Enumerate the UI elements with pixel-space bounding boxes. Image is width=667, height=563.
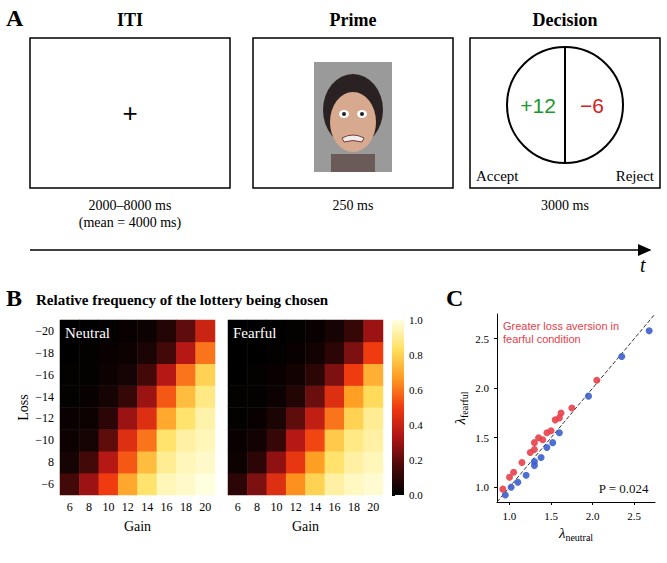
- svg-text:Gain: Gain: [124, 519, 151, 534]
- svg-text:1.0: 1.0: [503, 510, 517, 522]
- svg-text:−6: −6: [41, 477, 54, 491]
- svg-text:ITI: ITI: [117, 10, 143, 30]
- svg-text:1.0: 1.0: [475, 481, 489, 493]
- svg-text:Relative frequency of the lott: Relative frequency of the lottery being …: [36, 292, 329, 308]
- svg-text:1.5: 1.5: [475, 432, 489, 444]
- svg-text:−10: −10: [35, 433, 54, 447]
- svg-text:20: 20: [367, 500, 379, 514]
- svg-text:Accept: Accept: [476, 168, 519, 184]
- svg-text:18: 18: [348, 500, 360, 514]
- svg-text:A: A: [6, 5, 24, 31]
- svg-text:Gain: Gain: [292, 519, 319, 534]
- svg-text:Greater loss aversion in: Greater loss aversion in: [503, 320, 619, 332]
- svg-text:6: 6: [235, 500, 241, 514]
- svg-text:−6: −6: [580, 94, 604, 117]
- svg-text:2.5: 2.5: [627, 510, 641, 522]
- svg-text:16: 16: [329, 500, 341, 514]
- svg-text:8: 8: [86, 500, 92, 514]
- svg-text:2.0: 2.0: [475, 382, 489, 394]
- svg-text:0.6: 0.6: [409, 384, 423, 396]
- svg-text:Decision: Decision: [533, 10, 598, 30]
- svg-text:0.0: 0.0: [409, 489, 423, 501]
- svg-text:3000 ms: 3000 ms: [541, 198, 589, 213]
- svg-text:0.4: 0.4: [409, 419, 423, 431]
- svg-text:C: C: [446, 285, 463, 311]
- svg-text:12: 12: [122, 500, 134, 514]
- svg-text:12: 12: [290, 500, 302, 514]
- svg-text:Loss: Loss: [16, 394, 31, 420]
- svg-text:−18: −18: [35, 346, 54, 360]
- svg-text:14: 14: [309, 500, 321, 514]
- svg-text:λ: λ: [452, 418, 468, 425]
- svg-text:14: 14: [141, 500, 153, 514]
- svg-text:0.2: 0.2: [409, 454, 423, 466]
- svg-text:8: 8: [48, 455, 54, 469]
- svg-text:18: 18: [180, 500, 192, 514]
- svg-text:(mean = 4000 ms): (mean = 4000 ms): [79, 215, 182, 231]
- svg-text:16: 16: [161, 500, 173, 514]
- svg-text:P = 0.024: P = 0.024: [599, 481, 649, 496]
- svg-text:0.8: 0.8: [409, 349, 423, 361]
- svg-text:10: 10: [270, 500, 282, 514]
- svg-text:−14: −14: [35, 390, 54, 404]
- svg-text:Neutral: Neutral: [65, 325, 110, 341]
- svg-text:−12: −12: [35, 411, 54, 425]
- svg-text:1.0: 1.0: [409, 314, 423, 326]
- svg-text:1.5: 1.5: [544, 510, 558, 522]
- svg-text:2.5: 2.5: [475, 333, 489, 345]
- svg-text:neutral: neutral: [565, 532, 593, 543]
- svg-text:+: +: [122, 98, 137, 128]
- svg-text:t: t: [640, 254, 646, 276]
- svg-text:−16: −16: [35, 368, 54, 382]
- svg-text:20: 20: [199, 500, 211, 514]
- svg-text:6: 6: [67, 500, 73, 514]
- svg-text:250 ms: 250 ms: [333, 198, 374, 213]
- svg-text:Reject: Reject: [616, 168, 655, 184]
- svg-text:fearful condition: fearful condition: [503, 333, 581, 345]
- svg-text:8: 8: [254, 500, 260, 514]
- svg-text:B: B: [6, 285, 22, 311]
- svg-text:−20: −20: [35, 324, 54, 338]
- svg-text:10: 10: [102, 500, 114, 514]
- svg-text:λ: λ: [558, 525, 566, 541]
- svg-text:2000–8000 ms: 2000–8000 ms: [89, 198, 172, 213]
- svg-text:Prime: Prime: [330, 10, 377, 30]
- svg-text:fearful: fearful: [459, 391, 470, 418]
- svg-text:2.0: 2.0: [586, 510, 600, 522]
- svg-text:Fearful: Fearful: [233, 325, 276, 341]
- svg-text:+12: +12: [520, 94, 556, 117]
